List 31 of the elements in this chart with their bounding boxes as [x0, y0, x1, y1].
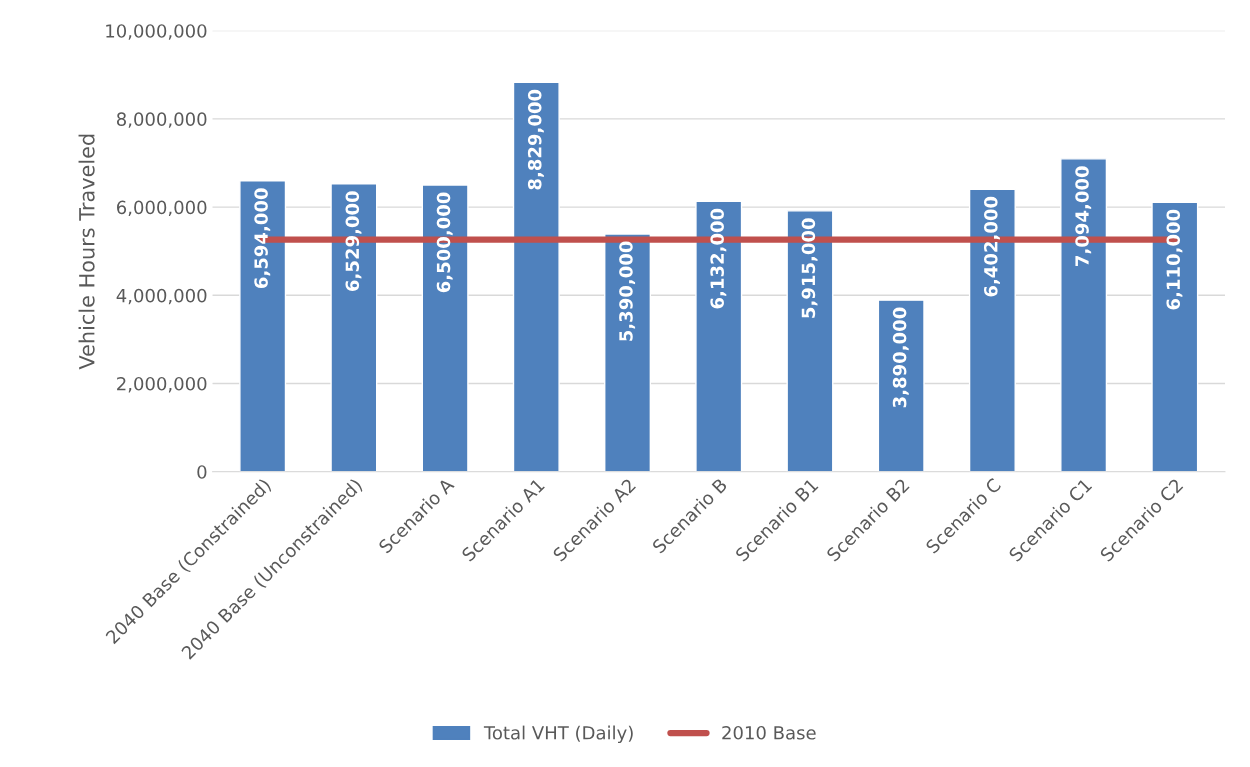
- bar: [512, 81, 560, 472]
- y-axis-title: Vehicle Hours Traveled: [78, 134, 95, 370]
- data-label: 6,500,000: [436, 192, 453, 293]
- data-label: 6,402,000: [983, 196, 1000, 297]
- data-label: 5,390,000: [619, 241, 636, 341]
- y-tick-label: 0: [197, 465, 207, 479]
- y-tick-label: 4,000,000: [116, 288, 207, 305]
- bar: [1151, 201, 1199, 472]
- bar: [695, 200, 743, 472]
- bar: [1060, 158, 1108, 472]
- legend-label: 2010 Base: [722, 725, 816, 740]
- bar: [330, 183, 378, 472]
- data-label: 6,132,000: [710, 208, 727, 309]
- data-label: 6,594,000: [254, 188, 271, 289]
- bar: [239, 180, 287, 472]
- bar: [604, 233, 652, 472]
- y-tick-label: 8,000,000: [116, 112, 207, 128]
- bar: [421, 184, 469, 472]
- bar: [968, 188, 1016, 472]
- y-tick-label: 10,000,000: [106, 24, 207, 40]
- data-label: 6,529,000: [345, 191, 362, 291]
- y-tick-label: 6,000,000: [117, 200, 207, 217]
- data-label: 3,890,000: [892, 307, 909, 408]
- legend-label: Total VHT (Daily): [483, 725, 633, 744]
- bar: [877, 299, 925, 472]
- bar: [786, 210, 834, 472]
- data-label: 5,915,000: [801, 218, 818, 318]
- data-label: 8,829,000: [527, 89, 544, 190]
- data-label: 6,110,000: [1166, 209, 1183, 310]
- y-tick-label: 2,000,000: [117, 376, 207, 393]
- data-label: 7,094,000: [1075, 166, 1092, 266]
